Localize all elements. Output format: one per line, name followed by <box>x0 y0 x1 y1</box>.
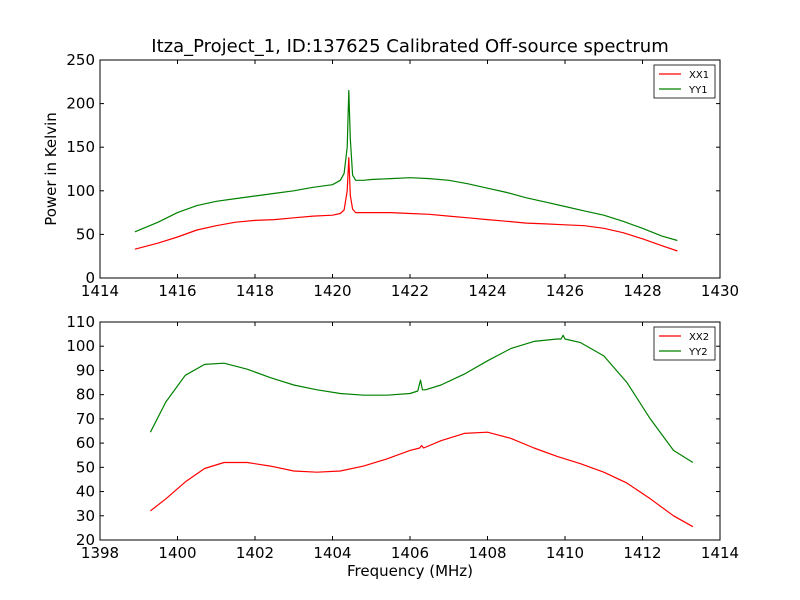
top-x-tick-label: 1416 <box>158 282 196 300</box>
legend-label-xx2: XX2 <box>689 332 709 343</box>
top-y-tick-label: 0 <box>85 269 95 287</box>
bottom-plot-frame <box>99 321 721 541</box>
legend-label-yy2: YY2 <box>688 347 708 358</box>
bottom-y-tick-label: 70 <box>76 410 95 428</box>
bottom-y-tick-label: 100 <box>66 337 95 355</box>
bottom-x-tick-label: 1404 <box>313 544 351 562</box>
top-y-tick-label: 150 <box>66 138 95 156</box>
bottom-ticks: 1398 1400 1402 1404 1406 1408 1410 1412 1414 20 30… <box>66 313 739 562</box>
bottom-x-tick-label: 1400 <box>158 544 196 562</box>
top-legend-box <box>653 64 716 99</box>
series-line-yy1 <box>134 89 678 242</box>
top-panel: 1414 1416 1418 1420 1422 1424 1426 1428 1430 0 50 1… <box>42 51 739 300</box>
series-line-yy2 <box>149 334 694 464</box>
legend-label-yy1: YY1 <box>688 85 708 96</box>
top-x-tick-label: 1430 <box>701 282 739 300</box>
top-y-axis-label: Power in Kelvin <box>42 112 60 226</box>
top-plot-frame <box>99 59 721 279</box>
chart-title: Itza_Project_1, ID:137625 Calibrated Off… <box>151 36 668 57</box>
bottom-x-tick-label: 1414 <box>701 544 739 562</box>
bottom-legend: XX2 YY2 <box>653 326 716 361</box>
bottom-y-tick-label: 60 <box>76 434 95 452</box>
bottom-x-tick-label: 1412 <box>623 544 661 562</box>
bottom-panel: 1398 1400 1402 1404 1406 1408 1410 1412 1414 20 30… <box>66 313 739 580</box>
top-x-tick-label: 1428 <box>623 282 661 300</box>
bottom-legend-box <box>653 326 716 361</box>
bottom-series <box>149 334 694 528</box>
bottom-x-tick-label: 1408 <box>468 544 506 562</box>
top-series <box>134 89 678 252</box>
top-legend: XX1 YY1 <box>653 64 716 99</box>
bottom-y-tick-label: 50 <box>76 458 95 476</box>
bottom-y-tick-label: 80 <box>76 386 95 404</box>
bottom-y-tick-label: 90 <box>76 361 95 379</box>
x-axis-label: Frequency (MHz) <box>347 562 473 580</box>
bottom-x-tick-label: 1402 <box>236 544 274 562</box>
bottom-y-tick-label: 30 <box>76 507 95 525</box>
series-line-xx2 <box>150 431 694 528</box>
bottom-x-tick-label: 1406 <box>391 544 429 562</box>
top-y-tick-label: 50 <box>76 225 95 243</box>
top-y-tick-label: 200 <box>66 95 95 113</box>
bottom-x-tick-label: 1398 <box>81 544 119 562</box>
top-x-tick-label: 1424 <box>468 282 506 300</box>
top-x-tick-label: 1418 <box>236 282 274 300</box>
top-x-tick-label: 1420 <box>313 282 351 300</box>
top-x-tick-label: 1422 <box>391 282 429 300</box>
bottom-x-tick-label: 1410 <box>546 544 584 562</box>
top-y-tick-label: 250 <box>66 51 95 69</box>
bottom-y-tick-label: 110 <box>66 313 95 331</box>
legend-label-xx1: XX1 <box>689 70 709 81</box>
top-x-tick-label: 1426 <box>546 282 584 300</box>
top-y-tick-label: 100 <box>66 182 95 200</box>
top-x-tick-label: 1414 <box>81 282 119 300</box>
series-line-xx1 <box>134 157 678 252</box>
top-ticks: 1414 1416 1418 1420 1422 1424 1426 1428 1430 0 50 1… <box>66 51 739 300</box>
bottom-y-tick-label: 20 <box>76 531 95 549</box>
bottom-y-tick-label: 40 <box>76 483 95 501</box>
